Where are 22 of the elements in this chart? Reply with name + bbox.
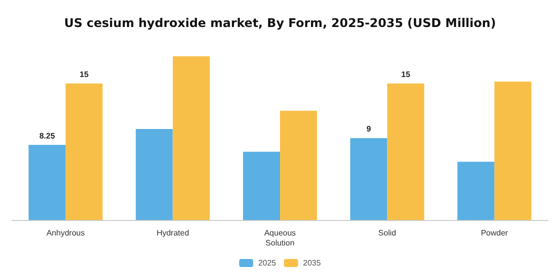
bar (280, 110, 317, 220)
x-tick-label: Hydrated (156, 228, 190, 238)
data-label: 9 (366, 124, 372, 134)
x-tick-label: Powder (480, 228, 508, 238)
bar (243, 152, 280, 220)
legend-label: 2025 (258, 258, 277, 268)
bar (350, 138, 388, 220)
bar (494, 82, 532, 220)
bar (66, 83, 103, 220)
bar (136, 128, 173, 220)
bar (387, 83, 424, 220)
bar (457, 162, 494, 220)
data-label: 15 (401, 70, 411, 79)
chart-title: US cesium hydroxide market, By Form, 2025-2035 (USD Million) (64, 16, 496, 30)
data-label: 15 (80, 70, 90, 79)
x-tick-label: Anhydrous (46, 228, 85, 238)
data-label: 8.25 (39, 131, 56, 140)
legend-label: 2035 (303, 258, 322, 268)
x-tick-label: Solid (378, 228, 396, 238)
x-tick-label: Aqueous Solution (264, 228, 296, 248)
bar (172, 56, 210, 220)
bar (28, 144, 66, 220)
